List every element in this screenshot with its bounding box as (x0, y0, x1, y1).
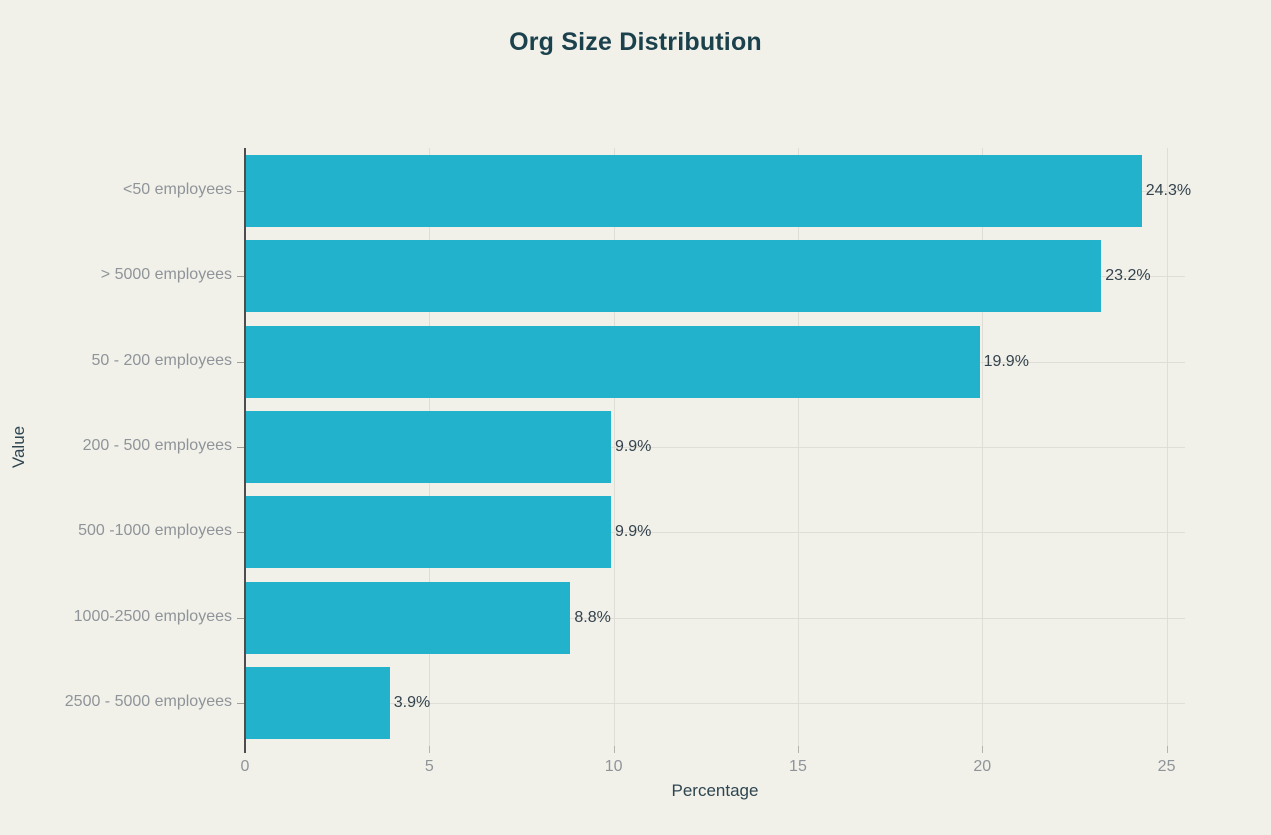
category-tick-mark (237, 361, 244, 363)
category-tick-mark (237, 532, 244, 534)
bar (246, 411, 611, 483)
category-tick-mark (237, 447, 244, 448)
x-tick-label: 0 (240, 758, 250, 775)
bar-value-label: 3.9% (393, 694, 431, 712)
bar (246, 240, 1102, 313)
category-label: > 5000 employees (100, 266, 232, 284)
bar (246, 496, 611, 569)
bar-value-label: 19.9% (983, 352, 1029, 370)
category-label: 1000-2500 employees (73, 607, 232, 625)
category-label: 50 - 200 employees (91, 351, 232, 369)
category-tick-mark (237, 190, 244, 192)
bar-value-label: 24.3% (1145, 181, 1192, 199)
x-tick-mark (613, 746, 615, 753)
category-tick-mark (237, 703, 244, 705)
bar-value-label: 9.9% (614, 438, 652, 455)
x-tick-label: 20 (973, 758, 992, 775)
x-tick-label: 15 (789, 758, 807, 775)
x-tick-label: 5 (424, 758, 434, 775)
gridline-horizontal (245, 703, 1185, 705)
category-label: 2500 - 5000 employees (64, 693, 232, 711)
category-label: 200 - 500 employees (82, 437, 232, 454)
x-axis-title: Percentage (671, 781, 759, 800)
x-tick-label: 10 (604, 758, 623, 775)
bar-value-label: 9.9% (614, 523, 652, 541)
y-axis-line (244, 148, 246, 753)
x-tick-mark (797, 746, 799, 753)
gridline-horizontal (245, 532, 1185, 534)
bar (246, 325, 980, 398)
chart-title: Org Size Distribution (509, 28, 762, 56)
x-tick-mark (1166, 746, 1168, 753)
x-tick-label: 25 (1157, 758, 1176, 775)
bar (246, 667, 390, 740)
gridline-horizontal (245, 447, 1185, 448)
category-tick-mark (237, 276, 244, 278)
bar-value-label: 8.8% (574, 608, 611, 626)
gridline-horizontal (245, 617, 1185, 619)
x-tick-mark (429, 746, 431, 753)
bar (246, 581, 571, 654)
category-tick-mark (237, 617, 244, 619)
category-label: 500 -1000 employees (78, 522, 232, 540)
category-label: <50 employees (123, 180, 232, 198)
x-tick-mark (982, 746, 984, 753)
bar-value-label: 23.2% (1105, 267, 1151, 285)
bar (246, 154, 1142, 227)
